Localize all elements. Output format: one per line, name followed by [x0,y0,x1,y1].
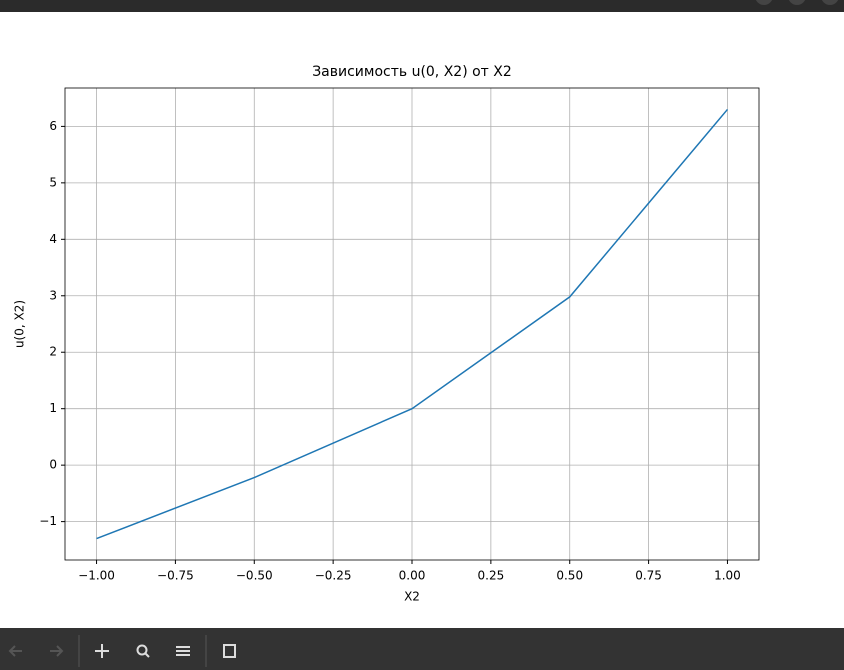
data-line [96,108,729,540]
x-tick-label: 0.75 [635,569,662,583]
y-tick-label: 1 [49,401,57,415]
toolbar [0,628,844,670]
pan-button[interactable] [95,644,109,658]
x-tick-label: 0.00 [399,569,426,583]
x-tick-label: 0.25 [478,569,505,583]
y-tick-label: 4 [49,232,57,246]
x-tick-label: 1.00 [714,569,741,583]
x-axis-label: X2 [404,590,420,604]
window-button[interactable] [821,0,839,5]
x-tick-label: −1.00 [78,569,115,583]
toolbar-icons [95,644,236,658]
zoom-button[interactable] [136,644,150,658]
y-tick-label: 3 [49,288,57,302]
x-tick-label: −0.25 [315,569,352,583]
y-tick-label: 2 [49,345,57,359]
x-tick-label: −0.75 [157,569,194,583]
forward-button[interactable] [50,645,64,657]
y-tick-label: 0 [49,458,57,472]
x-tick-label: 0.50 [556,569,583,583]
y-tick-label: 6 [49,119,57,133]
window-button[interactable] [755,0,773,5]
y-axis-label: u(0, X2) [13,300,27,348]
configure-button[interactable] [176,646,190,656]
y-tick-label: 5 [49,175,57,189]
back-button[interactable] [8,645,22,657]
x-tick-label: −0.50 [236,569,273,583]
y-tick-label: −1 [39,514,57,528]
plot: −1.00 −0.75 −0.50 −0.25 0.00 0.25 0.50 0.75 1.00… [39,87,760,583]
toolbar-icons [8,645,64,657]
axes-frame [64,87,760,561]
save-button[interactable] [223,644,236,658]
chart-title: Зависимость u(0, X2) от X2 [312,64,512,80]
title-bar [0,0,844,12]
window-button[interactable] [788,0,806,5]
